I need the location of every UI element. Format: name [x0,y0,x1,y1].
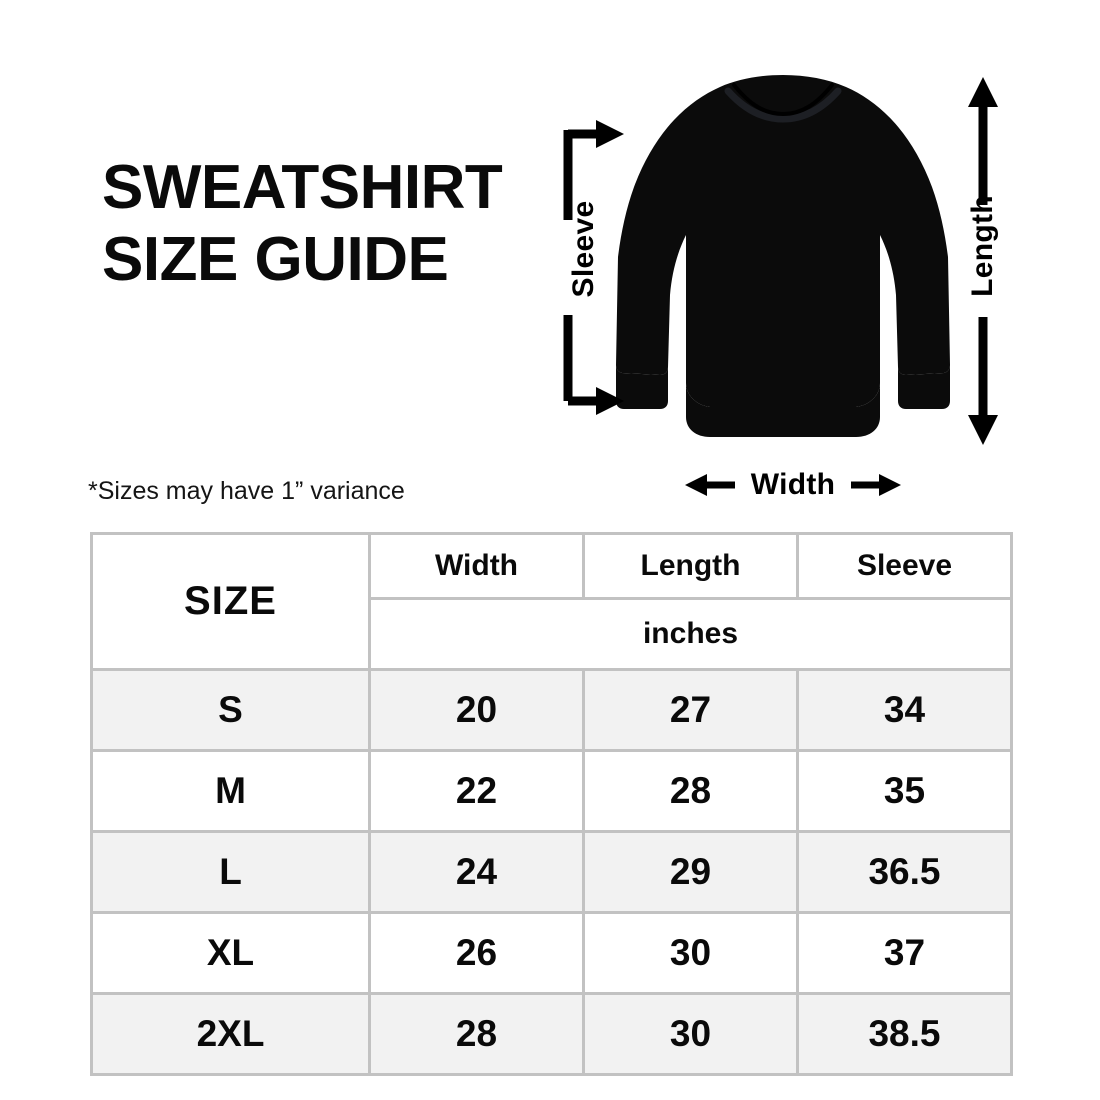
cell-length: 30 [582,911,799,995]
cell-width: 22 [368,749,585,833]
arrow-right-icon [851,474,902,496]
header-sleeve: Sleeve [796,532,1013,600]
cell-width: 28 [368,992,585,1076]
length-measurement: Length [948,77,1018,445]
arrow-left-icon [684,474,735,496]
page-title: SWEATSHIRT SIZE GUIDE [102,152,572,296]
page-title-line-1: SWEATSHIRT [102,153,503,222]
table-header-row-metrics: SIZE Width Length Sleeve [90,532,1013,671]
sweatshirt-illustration: Sleeve Length Width [548,55,1068,505]
cell-sleeve: 34 [796,668,1013,752]
page-title-line-2: SIZE GUIDE [102,224,449,294]
sleeve-label: Sleeve [567,200,600,298]
cell-length: 30 [582,992,799,1076]
sleeve-measurement: Sleeve [556,120,626,415]
header-width: Width [368,532,585,600]
cell-width: 24 [368,830,585,914]
table-row: XL 26 30 37 [90,911,1013,995]
table-header-row-units: inches [92,597,1013,671]
sleeve-arrow-icon [563,120,624,415]
cell-sleeve: 35 [796,749,1013,833]
length-label: Length [966,195,999,297]
table-row: L 24 29 36.5 [90,830,1013,914]
table-row: 2XL 28 30 38.5 [90,992,1013,1076]
cell-size: 2XL [90,992,371,1076]
cell-size: L [90,830,371,914]
cell-sleeve: 37 [796,911,1013,995]
width-label: Width [750,468,836,501]
cell-size: M [90,749,371,833]
cell-size: S [90,668,371,752]
cell-sleeve: 38.5 [796,992,1013,1076]
cell-length: 29 [582,830,799,914]
cell-width: 20 [368,668,585,752]
cell-size: XL [90,911,371,995]
header-size: SIZE [90,532,371,671]
header-units: inches [368,597,1013,671]
cell-sleeve: 36.5 [796,830,1013,914]
table-row: S 20 27 34 [90,668,1013,752]
cell-width: 26 [368,911,585,995]
length-arrow-icon [968,77,998,445]
table-row: M 22 28 35 [90,749,1013,833]
sweatshirt-icon [616,75,950,437]
header-length: Length [582,532,799,600]
variance-note: *Sizes may have 1” variance [88,477,405,505]
width-measurement: Width [648,460,938,510]
cell-length: 28 [582,749,799,833]
cell-length: 27 [582,668,799,752]
size-chart-table: SIZE Width Length Sleeve inches S 20 27 … [90,532,1013,1076]
